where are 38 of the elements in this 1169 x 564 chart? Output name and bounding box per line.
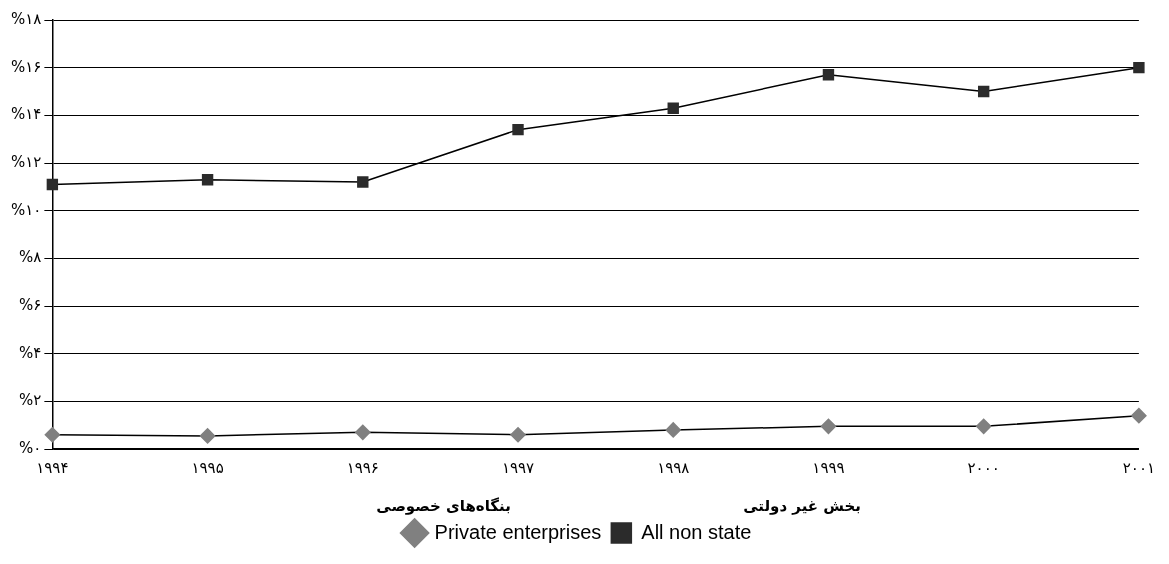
point (1133, 61, 1145, 74)
text: بنگاه‌های خصوصی (376, 496, 511, 515)
x-tick-label: ۱۹۹۵ (191, 458, 224, 477)
point (201, 173, 214, 186)
x-tick-label: ۱۹۹۹ (812, 458, 845, 477)
x-tick-label: ۲۰۰۱ (1122, 458, 1155, 477)
point (667, 102, 679, 114)
legend-label: All non state (641, 520, 752, 543)
point (975, 418, 992, 435)
y-tick-label: %۱۸ (10, 9, 42, 28)
point (820, 418, 837, 435)
point (510, 426, 526, 443)
y-tick-label: %۱۲ (10, 152, 42, 171)
legend-label: Private enterprises (434, 520, 602, 543)
y-tick-label: %۴ (19, 343, 42, 362)
y-tick-label: %۸ (19, 248, 42, 267)
y-tick-label: %۱۰ (10, 200, 42, 219)
y-tick-label: %۱۴ (10, 105, 42, 124)
point (822, 69, 835, 81)
x-tick-label: ۱۹۹۶ (346, 458, 379, 477)
point (44, 426, 61, 443)
point (46, 178, 59, 191)
point (977, 85, 990, 98)
point (199, 428, 216, 444)
text: بخش غیر دولتی (743, 496, 861, 515)
point (1131, 407, 1147, 424)
x-tick-label: ۲۰۰۰ (967, 458, 1000, 477)
point (665, 422, 681, 438)
y-tick-label: %۱۶ (10, 57, 42, 76)
x-tick-label: ۱۹۹۴ (36, 458, 69, 477)
point (355, 424, 371, 441)
point (357, 176, 369, 188)
y-tick-label: %۶ (19, 295, 42, 314)
point (512, 123, 524, 136)
y-tick-label: %۰ (19, 438, 42, 457)
x-tick-label: ۱۹۹۷ (501, 458, 535, 477)
y-tick-label: %۲ (19, 391, 42, 410)
x-tick-label: ۱۹۹۸ (657, 458, 690, 477)
